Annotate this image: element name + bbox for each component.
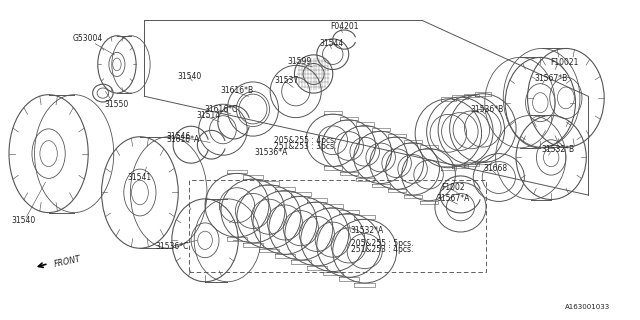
Text: 31532*A: 31532*A — [351, 226, 384, 235]
Text: FRONT: FRONT — [53, 255, 81, 269]
Text: 205&255 : 4pcs.: 205&255 : 4pcs. — [274, 136, 337, 145]
Text: 251&253 : 4pcs.: 251&253 : 4pcs. — [351, 245, 413, 254]
Text: 31550: 31550 — [105, 100, 129, 109]
Text: 251&253 : 3pcs.: 251&253 : 3pcs. — [274, 142, 337, 151]
Text: A163001033: A163001033 — [565, 304, 611, 310]
Text: 31546: 31546 — [166, 132, 190, 140]
Text: 31616*C: 31616*C — [204, 105, 237, 114]
Text: F1002: F1002 — [441, 183, 465, 192]
Text: 205&255 : 5pcs.: 205&255 : 5pcs. — [351, 239, 413, 248]
Text: 31616*A: 31616*A — [166, 135, 199, 144]
Text: 31536*A: 31536*A — [255, 148, 288, 157]
Text: 31532*B: 31532*B — [541, 145, 574, 154]
Text: 31567*B: 31567*B — [534, 74, 568, 83]
Text: 31599: 31599 — [287, 57, 312, 66]
Text: F04201: F04201 — [330, 22, 358, 31]
Text: F10021: F10021 — [550, 58, 578, 67]
Text: 31668: 31668 — [484, 164, 508, 173]
Text: 31514: 31514 — [196, 111, 220, 120]
Text: 31537: 31537 — [275, 76, 299, 85]
Text: 31567*A: 31567*A — [436, 194, 470, 204]
Text: 31540: 31540 — [177, 72, 201, 81]
Text: 31541: 31541 — [128, 173, 152, 182]
Text: 31540: 31540 — [11, 216, 35, 225]
Text: G53004: G53004 — [73, 34, 103, 43]
Text: 31536*B: 31536*B — [470, 105, 504, 114]
Text: 31616*B: 31616*B — [220, 86, 253, 95]
Text: 31536*C: 31536*C — [155, 242, 189, 251]
Text: 31544: 31544 — [319, 39, 344, 48]
